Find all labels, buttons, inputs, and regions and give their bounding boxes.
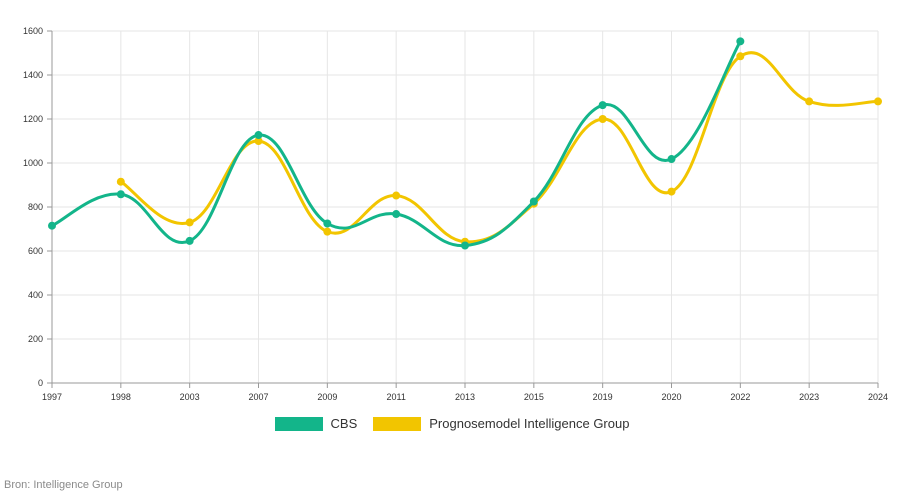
data-point-cbs [48,221,56,230]
line-chart: 0 200 400 600 800 1000 1200 1400 1600 1997 1998 200… [23,26,888,402]
x-tick-label: 2007 [248,392,268,402]
data-point-prognosemodel [185,218,194,227]
chart-legend: CBS Prognosemodel Intelligence Group [0,416,904,431]
legend-swatch-cbs [274,416,323,431]
data-point-prognosemodel [667,187,676,196]
data-point-cbs [116,190,125,199]
x-tick-label: 2009 [317,392,337,402]
x-tick-label: 2011 [386,392,405,402]
data-point-cbs [461,241,469,250]
x-tick-label: 2019 [593,392,613,402]
x-tick-label: 2003 [180,392,200,402]
x-tick-label: 2024 [868,392,888,402]
legend-label-prognosemodel: Prognosemodel Intelligence Group [429,416,630,431]
legend-label-cbs: CBS [330,416,358,431]
data-point-prognosemodel [116,177,125,186]
y-tick-label: 1000 [23,158,43,168]
chart-axes: 0 200 400 600 800 1000 1200 1400 1600 1997 1998 200… [23,26,888,402]
chart-series [48,37,882,250]
y-tick-label: 0 [38,378,43,388]
x-tick-label: 1997 [42,392,62,402]
y-tick-label: 400 [28,290,43,300]
data-point-cbs [392,210,401,219]
y-tick-label: 1600 [23,26,43,36]
y-tick-label: 600 [28,246,43,256]
legend-swatch-prognosemodel [373,416,422,431]
y-tick-label: 800 [28,202,43,212]
source-note: Bron: Intelligence Group [4,479,123,491]
data-point-cbs [254,131,263,140]
y-tick-label: 1400 [23,70,43,80]
data-point-prognosemodel [874,97,882,106]
data-point-cbs [736,37,745,46]
data-point-cbs [185,236,194,245]
legend-item-prognosemodel[interactable]: Prognosemodel Intelligence Group [373,416,629,431]
x-tick-label: 2023 [799,392,819,402]
legend-item-cbs[interactable]: CBS [274,416,358,431]
data-point-prognosemodel [598,115,607,123]
chart-grid [51,30,879,383]
data-point-cbs [323,219,332,228]
data-point-prognosemodel [392,191,401,200]
data-point-cbs [598,101,607,110]
x-tick-label: 2013 [455,392,475,402]
series-line-prognosemodel [119,51,880,244]
data-point-prognosemodel [805,97,814,106]
data-point-prognosemodel [254,137,263,145]
y-tick-label: 1200 [23,114,43,124]
data-point-cbs [529,197,538,206]
data-point-prognosemodel [323,227,332,236]
x-tick-label: 1998 [111,392,131,402]
x-tick-label: 2022 [730,392,750,402]
data-point-prognosemodel [736,52,745,61]
x-tick-label: 2015 [524,392,544,402]
data-point-cbs [667,155,676,164]
x-tick-label: 2020 [661,392,681,402]
y-tick-label: 200 [28,334,43,344]
